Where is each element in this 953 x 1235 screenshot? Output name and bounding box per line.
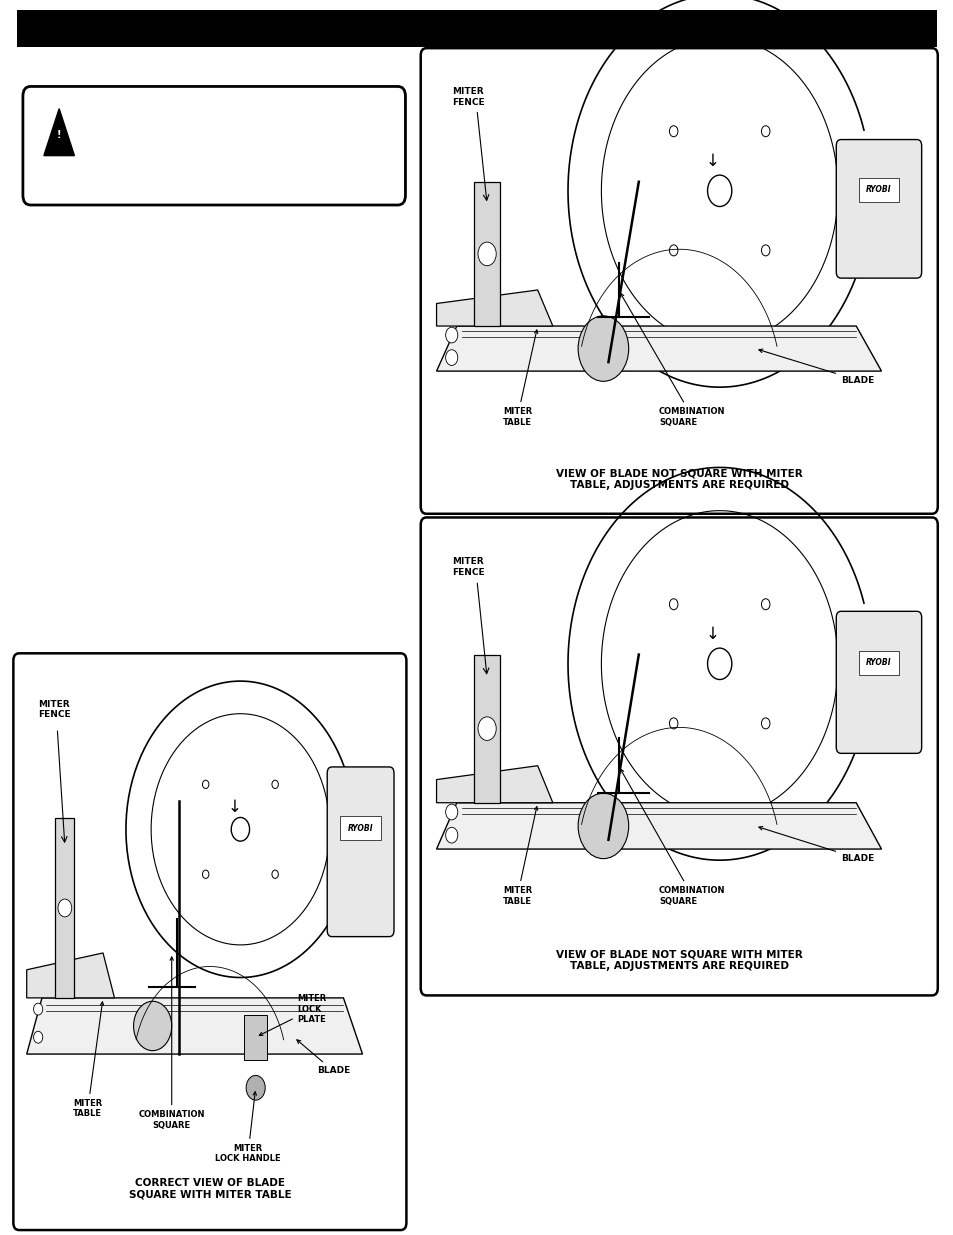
Bar xyxy=(244,1015,267,1060)
Text: RYOBI: RYOBI xyxy=(865,658,891,667)
Polygon shape xyxy=(27,998,362,1053)
FancyBboxPatch shape xyxy=(420,517,937,995)
Circle shape xyxy=(760,245,769,256)
Circle shape xyxy=(445,350,457,366)
Text: MITER
FENCE: MITER FENCE xyxy=(452,557,484,577)
Text: RYOBI: RYOBI xyxy=(348,824,373,832)
Circle shape xyxy=(669,126,678,137)
FancyBboxPatch shape xyxy=(836,611,921,753)
Text: !: ! xyxy=(57,130,61,140)
Circle shape xyxy=(477,716,496,741)
Polygon shape xyxy=(436,290,553,326)
Text: RYOBI: RYOBI xyxy=(865,185,891,194)
Text: COMBINATION
SQUARE: COMBINATION SQUARE xyxy=(619,769,725,905)
Text: BLADE: BLADE xyxy=(759,350,873,384)
Text: COMBINATION
SQUARE: COMBINATION SQUARE xyxy=(138,957,205,1130)
Bar xyxy=(474,182,499,326)
Text: VIEW OF BLADE NOT SQUARE WITH MITER
TABLE, ADJUSTMENTS ARE REQUIRED: VIEW OF BLADE NOT SQUARE WITH MITER TABL… xyxy=(556,468,801,490)
Circle shape xyxy=(760,126,769,137)
FancyBboxPatch shape xyxy=(836,140,921,278)
Text: MITER
FENCE: MITER FENCE xyxy=(38,700,71,720)
Circle shape xyxy=(477,242,496,266)
Text: ↓: ↓ xyxy=(228,798,241,816)
Circle shape xyxy=(578,793,628,858)
Circle shape xyxy=(272,871,278,878)
Polygon shape xyxy=(436,766,553,803)
Circle shape xyxy=(202,871,209,878)
Circle shape xyxy=(707,648,731,679)
Circle shape xyxy=(33,1031,43,1044)
Bar xyxy=(55,818,74,998)
Bar xyxy=(17,10,936,47)
Circle shape xyxy=(669,599,678,610)
Text: MITER
TABLE: MITER TABLE xyxy=(73,1002,104,1119)
Polygon shape xyxy=(436,803,881,850)
Circle shape xyxy=(231,818,250,841)
Polygon shape xyxy=(44,109,74,156)
Circle shape xyxy=(760,718,769,729)
Circle shape xyxy=(445,327,457,343)
Text: MITER
FENCE: MITER FENCE xyxy=(452,88,484,106)
Text: MITER
LOCK
PLATE: MITER LOCK PLATE xyxy=(259,994,327,1035)
FancyBboxPatch shape xyxy=(327,767,394,936)
Circle shape xyxy=(760,599,769,610)
Circle shape xyxy=(58,899,71,916)
FancyBboxPatch shape xyxy=(420,48,937,514)
Text: COMBINATION
SQUARE: COMBINATION SQUARE xyxy=(620,294,725,426)
Text: VIEW OF BLADE NOT SQUARE WITH MITER
TABLE, ADJUSTMENTS ARE REQUIRED: VIEW OF BLADE NOT SQUARE WITH MITER TABL… xyxy=(556,950,801,971)
Text: BLADE: BLADE xyxy=(296,1040,350,1076)
FancyBboxPatch shape xyxy=(13,653,406,1230)
Circle shape xyxy=(707,175,731,206)
Polygon shape xyxy=(27,953,114,998)
Circle shape xyxy=(33,1003,43,1015)
Text: BLADE: BLADE xyxy=(759,826,873,863)
Circle shape xyxy=(445,827,457,844)
Text: CORRECT VIEW OF BLADE
SQUARE WITH MITER TABLE: CORRECT VIEW OF BLADE SQUARE WITH MITER … xyxy=(129,1178,291,1199)
Circle shape xyxy=(669,245,678,256)
Circle shape xyxy=(578,316,628,382)
Text: ↓: ↓ xyxy=(704,625,719,643)
Circle shape xyxy=(669,718,678,729)
FancyBboxPatch shape xyxy=(23,86,405,205)
Text: ↓: ↓ xyxy=(704,152,719,170)
Circle shape xyxy=(202,781,209,788)
Text: MITER
TABLE: MITER TABLE xyxy=(502,806,537,905)
Circle shape xyxy=(445,804,457,820)
Text: MITER
LOCK HANDLE: MITER LOCK HANDLE xyxy=(215,1092,280,1163)
Circle shape xyxy=(246,1076,265,1100)
Circle shape xyxy=(272,781,278,788)
Bar xyxy=(474,655,499,803)
Polygon shape xyxy=(436,326,881,370)
Text: MITER
TABLE: MITER TABLE xyxy=(502,330,537,426)
Circle shape xyxy=(133,1002,172,1051)
